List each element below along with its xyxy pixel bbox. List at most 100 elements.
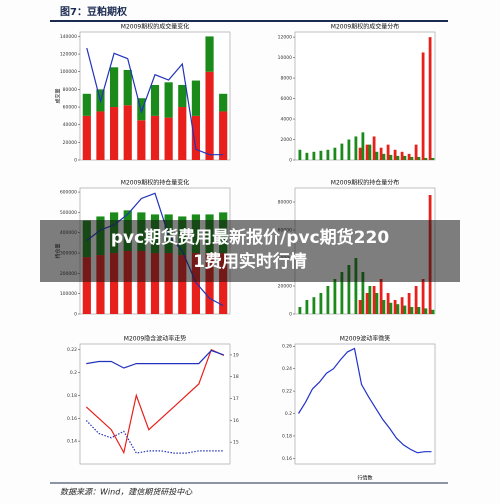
y-tick-label: 80000	[63, 87, 77, 93]
bar	[326, 149, 330, 160]
bar	[347, 139, 351, 160]
bar	[82, 257, 91, 314]
panel-title: M2009隐含波动率走势	[124, 335, 186, 343]
bar	[123, 251, 132, 314]
bar	[205, 253, 214, 314]
y-tick-label: 6000	[281, 96, 293, 102]
y-tick-label: 0.24	[282, 366, 292, 372]
bar	[393, 300, 397, 314]
bar	[421, 279, 425, 314]
bar	[164, 82, 173, 118]
bar	[361, 272, 365, 314]
bar	[372, 136, 376, 160]
y-tick-label: 100000	[60, 291, 77, 297]
bar	[333, 147, 337, 160]
bar	[361, 132, 365, 160]
y-tick-label: 0.14	[67, 439, 77, 445]
y-tick-label: 0.2	[285, 411, 292, 417]
bar	[191, 115, 200, 160]
bar	[379, 279, 383, 314]
bar	[358, 300, 362, 314]
y-tick-label: 0	[74, 158, 77, 164]
y-tick-label: 10000	[278, 55, 292, 61]
y-tick-label: 0.18	[67, 393, 77, 399]
y-tick-label: 0.22	[282, 389, 292, 395]
line-series	[85, 419, 224, 454]
bar	[319, 293, 323, 314]
bar	[400, 151, 404, 160]
bar	[368, 144, 372, 160]
bar	[386, 293, 390, 314]
line-series	[297, 347, 432, 454]
bar	[431, 157, 435, 160]
bar	[417, 156, 421, 160]
bar	[428, 37, 432, 161]
bar	[178, 84, 187, 108]
bar	[137, 120, 146, 160]
line-series	[85, 348, 225, 455]
bar	[205, 36, 214, 72]
y-tick-label: 500000	[60, 210, 77, 216]
bar	[396, 304, 400, 314]
y2-tick-label: 19	[233, 352, 239, 358]
bar	[421, 52, 425, 161]
panel-title: M2009期权的持仓量分布	[331, 179, 399, 187]
bar	[340, 143, 344, 160]
bar	[417, 307, 421, 314]
bar	[424, 308, 428, 314]
y-tick-label: 60000	[63, 105, 77, 111]
bar	[312, 297, 316, 314]
bar	[298, 149, 302, 160]
bar	[305, 152, 309, 160]
panel-title: M2009期权的持仓量变化	[121, 179, 189, 187]
y-tick-label: 0.2	[70, 370, 77, 376]
bar	[82, 115, 91, 160]
bar	[150, 115, 160, 160]
bar	[110, 107, 119, 160]
y-tick-label: 4000	[281, 117, 293, 123]
y2-tick-label: 15	[233, 440, 239, 446]
panel-title: M2009波动率微笑	[340, 335, 390, 343]
y-tick-label: 0.16	[67, 416, 77, 422]
bar	[365, 293, 369, 314]
line-series	[86, 349, 224, 369]
bar	[407, 153, 411, 160]
panel-title: M2009期权的成交量变化	[121, 23, 189, 31]
bar	[393, 149, 397, 160]
y-tick-label: 40000	[63, 122, 77, 128]
bar	[354, 136, 358, 160]
y-axis-label: 成交量	[55, 88, 62, 103]
header-title: 图7：豆粕期权	[60, 5, 128, 18]
bar	[382, 153, 386, 160]
bar	[191, 253, 200, 314]
y2-tick-label: 16	[233, 418, 239, 424]
y-tick-label: 0	[289, 312, 292, 318]
bar	[137, 251, 146, 314]
x-axis-label: 行情数	[357, 475, 372, 482]
bar	[340, 272, 344, 314]
bar	[219, 93, 228, 112]
bar	[375, 151, 379, 160]
bar	[191, 80, 200, 116]
y-tick-label: 8000	[281, 76, 293, 82]
bar	[123, 69, 132, 106]
bar	[400, 297, 404, 314]
bar	[424, 157, 428, 160]
y2-tick-label: 18	[233, 374, 239, 380]
y-tick-label: 100000	[60, 69, 77, 75]
bar	[178, 107, 187, 160]
bar	[358, 147, 362, 160]
bar	[386, 144, 390, 160]
bar	[403, 155, 407, 160]
bar	[164, 253, 173, 314]
footer: 数据来源：Wind，建信期货研投中心	[60, 488, 193, 497]
y-tick-label: 0.26	[282, 344, 292, 350]
bar	[389, 154, 393, 160]
y-tick-label: 20000	[278, 284, 292, 290]
y2-tick-label: 17	[233, 396, 239, 402]
bar	[164, 117, 173, 160]
y-tick-label: 2000	[281, 137, 293, 143]
bar	[305, 300, 309, 314]
bar	[219, 253, 228, 314]
